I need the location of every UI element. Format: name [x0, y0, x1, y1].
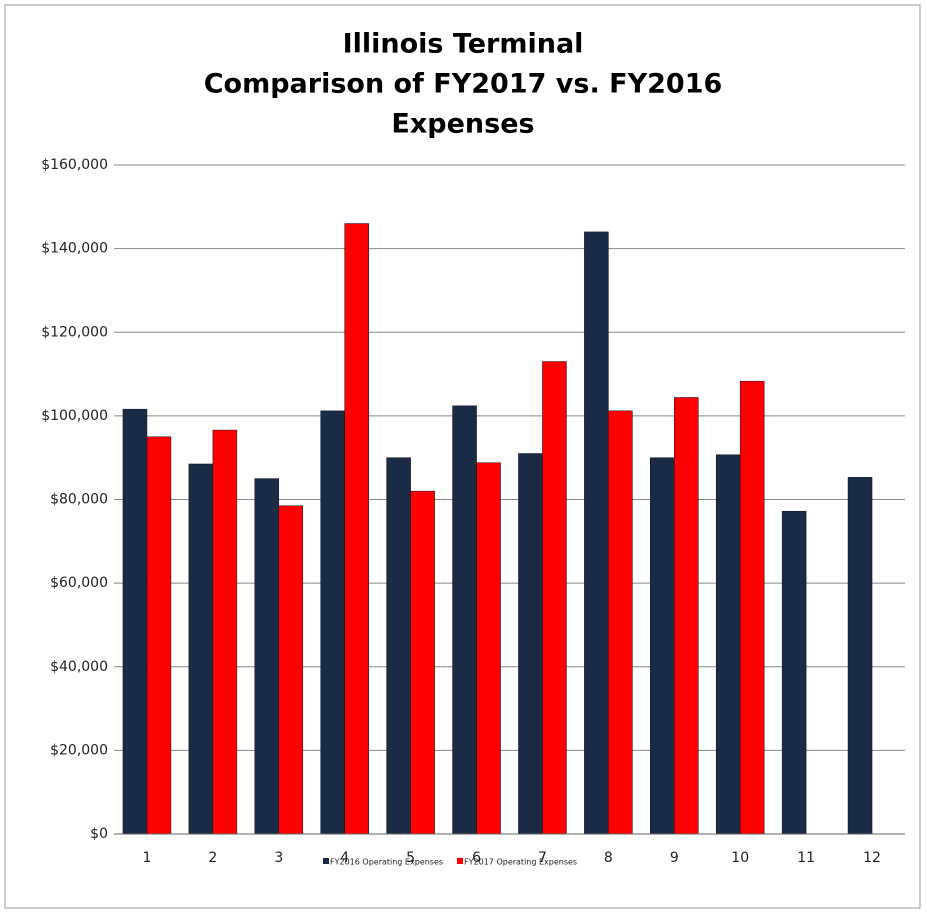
- x-tick-label: 6: [472, 850, 481, 866]
- chart-title: Comparison of FY2017 vs. FY2016: [204, 69, 723, 100]
- x-tick-label: 10: [731, 850, 749, 866]
- bar: [386, 457, 411, 835]
- y-tick-label: $60,000: [50, 575, 108, 591]
- bar: [518, 453, 543, 835]
- y-tick-label: $40,000: [50, 659, 108, 675]
- bar: [212, 429, 238, 835]
- x-tick-label: 12: [863, 850, 881, 866]
- bar: [410, 490, 435, 835]
- bar: [847, 477, 873, 835]
- y-tick-label: $0: [90, 826, 108, 842]
- bar: [452, 405, 477, 835]
- x-tick-label: 8: [604, 850, 613, 866]
- bar: [781, 510, 807, 835]
- legend-swatch: [323, 858, 329, 864]
- bar: [122, 408, 148, 835]
- y-tick-label: $100,000: [41, 408, 108, 424]
- x-tick-label: 9: [670, 850, 679, 866]
- bar: [278, 505, 304, 835]
- bar: [715, 454, 741, 835]
- bar: [320, 410, 345, 835]
- bar: [584, 231, 609, 835]
- y-tick-label: $140,000: [41, 241, 108, 257]
- bar: [146, 436, 172, 835]
- y-tick-label: $160,000: [41, 157, 108, 173]
- bar: [650, 457, 675, 835]
- x-tick-label: 1: [142, 850, 151, 866]
- x-tick-label: 4: [340, 850, 349, 866]
- bar: [608, 410, 633, 835]
- x-tick-label: 11: [797, 850, 815, 866]
- legend-label: FY2016 Operating Expenses: [330, 858, 443, 867]
- legend-swatch: [457, 858, 464, 864]
- bar: [542, 361, 567, 835]
- bar: [188, 463, 214, 835]
- x-tick-label: 5: [406, 850, 415, 866]
- bar: [254, 478, 280, 835]
- bar: [476, 462, 501, 835]
- y-tick-label: $120,000: [41, 324, 108, 340]
- y-tick-label: $20,000: [50, 742, 108, 758]
- y-tick-label: $80,000: [50, 492, 108, 508]
- x-tick-label: 2: [208, 850, 217, 866]
- x-tick-label: 7: [538, 850, 547, 866]
- legend-label: FY2017 Operating Expenses: [464, 858, 577, 867]
- chart-title: Expenses: [391, 109, 534, 140]
- bar: [674, 397, 699, 835]
- chart-title: Illinois Terminal: [343, 29, 584, 60]
- x-tick-label: 3: [274, 850, 283, 866]
- bar: [344, 223, 369, 835]
- bar: [739, 380, 765, 835]
